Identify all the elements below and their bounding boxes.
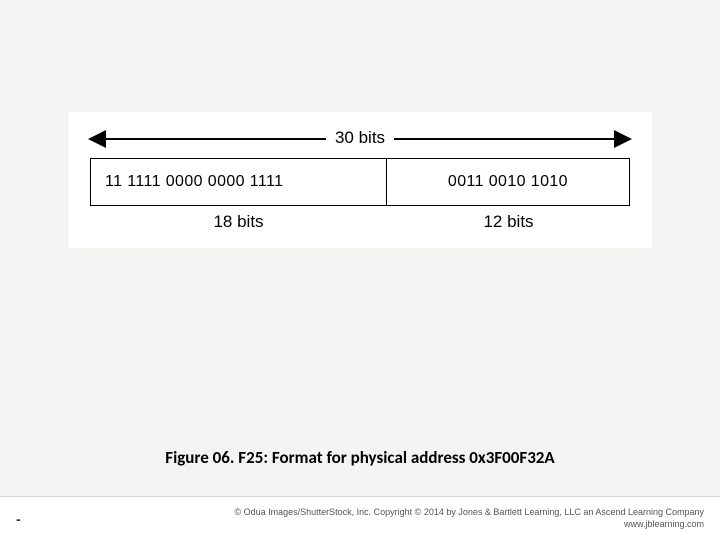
copyright-line-2: www.jblearning.com xyxy=(234,519,704,530)
footer-marker: - xyxy=(16,511,21,527)
field-high-bits: 11 1111 0000 0000 1111 xyxy=(91,159,387,205)
field-low-bits: 0011 0010 1010 xyxy=(387,159,629,205)
field-low-bits-width: 12 bits xyxy=(387,212,630,232)
dimension-line xyxy=(90,138,326,140)
total-bits-label: 30 bits xyxy=(329,128,391,148)
slide-footer: - © Odua Images/ShutterStock, Inc. Copyr… xyxy=(0,496,720,540)
field-high-bits-width: 18 bits xyxy=(90,212,387,232)
figure-caption: Figure 06. F25: Format for physical addr… xyxy=(0,447,720,468)
total-width-dimension: 30 bits xyxy=(90,126,630,152)
address-format-diagram: 30 bits 11 1111 0000 0000 1111 0011 0010… xyxy=(68,112,652,248)
bit-fields-container: 11 1111 0000 0000 1111 0011 0010 1010 xyxy=(90,158,630,206)
field-low-bits-value: 0011 0010 1010 xyxy=(448,173,568,191)
arrow-right-icon xyxy=(614,130,632,148)
dimension-line xyxy=(394,138,630,140)
field-width-labels: 18 bits 12 bits xyxy=(90,212,630,232)
field-high-bits-value: 11 1111 0000 0000 1111 xyxy=(105,173,283,191)
footer-copyright: © Odua Images/ShutterStock, Inc. Copyrig… xyxy=(234,507,704,530)
copyright-line-1: © Odua Images/ShutterStock, Inc. Copyrig… xyxy=(234,507,704,518)
